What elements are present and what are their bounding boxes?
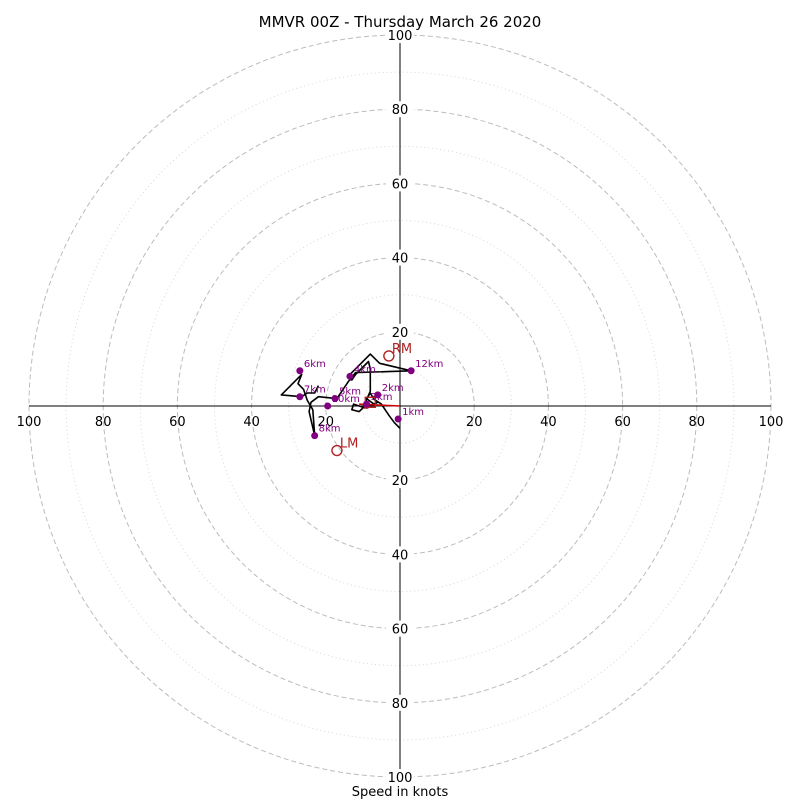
tick-label-left-60: 60	[169, 415, 186, 430]
tick-label-right-20: 20	[466, 415, 483, 430]
storm-motion-label-rm: RM	[392, 342, 412, 357]
height-label-2km: 2km	[382, 383, 404, 394]
height-dot-3km	[363, 400, 371, 408]
tick-label-top-60: 60	[392, 177, 409, 192]
chart-title: MMVR 00Z - Thursday March 26 2020	[259, 13, 542, 31]
height-label-8km: 8km	[319, 424, 341, 435]
tick-label-top-80: 80	[392, 103, 409, 118]
tick-labels: 20 20 20 20 40 40 40 40 60 60 60 60 80 80 80 80 100 100 10…	[17, 27, 784, 786]
height-label-1km: 1km	[402, 407, 424, 418]
storm-motion-markers: RM LM	[331, 342, 412, 457]
height-dot-4km	[346, 372, 354, 380]
height-label-10km: 10km	[332, 394, 360, 405]
height-dot-1km	[394, 415, 402, 423]
tick-label-bottom-80: 80	[392, 697, 409, 712]
tick-label-top-20: 20	[392, 326, 409, 341]
height-label-7km: 7km	[304, 385, 326, 396]
tick-label-right-40: 40	[540, 415, 557, 430]
height-dot-8km	[311, 432, 319, 440]
tick-label-left-40: 40	[243, 415, 260, 430]
storm-motion-marker-rm	[383, 350, 395, 362]
tick-label-bottom-20-bg	[386, 472, 414, 489]
height-dot-2km	[374, 391, 382, 399]
height-dot-6km	[296, 367, 304, 375]
tick-label-right-100: 100	[759, 415, 784, 430]
tick-label-right-80: 80	[689, 415, 706, 430]
tick-label-bottom-100: 100	[388, 771, 413, 786]
tick-label-left-80: 80	[95, 415, 112, 430]
tick-label-top-40: 40	[392, 252, 409, 267]
tick-label-top-20-bg	[386, 323, 414, 340]
height-label-4km: 4km	[354, 364, 376, 375]
tick-label-left-20: 20	[318, 415, 335, 430]
tick-label-top-80-bg	[386, 101, 414, 118]
tick-label-top-100-bg	[386, 27, 414, 43]
storm-motion-label-lm: LM	[340, 437, 358, 452]
tick-label-top-60-bg	[386, 175, 414, 192]
tick-label-bottom-40: 40	[392, 548, 409, 563]
tick-label-bottom-20: 20	[392, 474, 409, 489]
height-label-12km: 12km	[415, 359, 443, 370]
height-label-6km: 6km	[304, 359, 326, 370]
tick-label-bottom-100-bg	[386, 769, 414, 785]
height-dot-7km	[296, 393, 304, 401]
storm-motion-marker-lm	[331, 444, 343, 457]
tick-label-bottom-60-bg	[386, 620, 414, 637]
tick-label-right-60: 60	[614, 415, 631, 430]
height-label-3km: 3km	[371, 392, 393, 403]
tick-label-top-40-bg	[386, 249, 414, 266]
tick-label-bottom-60: 60	[392, 623, 409, 638]
height-dot-10km	[324, 402, 332, 410]
tick-label-bottom-80-bg	[386, 694, 414, 711]
height-dot-5km	[331, 395, 339, 403]
tick-label-left-100: 100	[17, 415, 42, 430]
height-dot-12km	[407, 367, 415, 375]
x-axis-title: Speed in knots	[352, 785, 449, 800]
tick-label-bottom-40-bg	[386, 546, 414, 563]
tick-label-top-100: 100	[388, 29, 413, 44]
height-label-5km: 5km	[339, 387, 361, 398]
